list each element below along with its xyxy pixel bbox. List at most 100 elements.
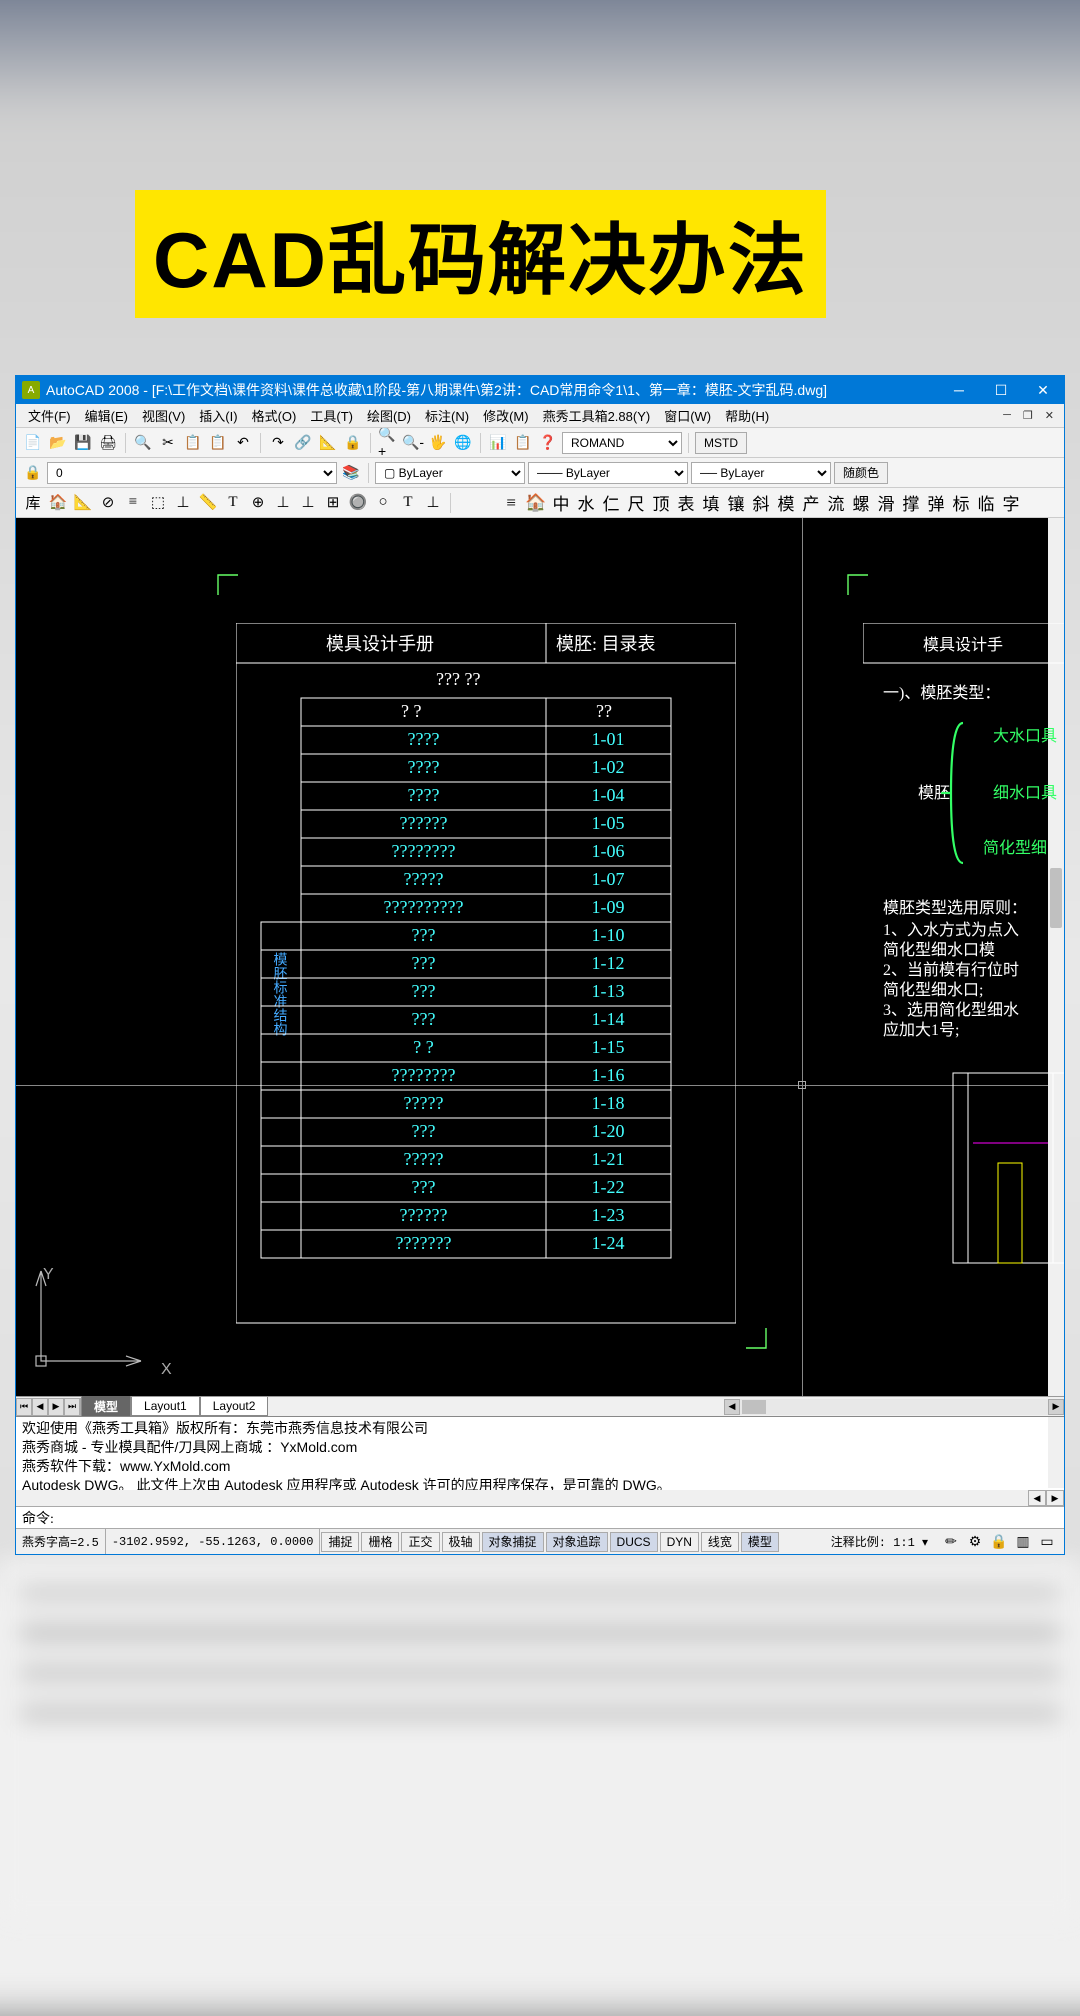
yanxiu-char-button[interactable]: 流 xyxy=(825,492,847,514)
status-toggle-DUCS[interactable]: DUCS xyxy=(610,1532,658,1552)
yanxiu-tool-icon[interactable]: ○ xyxy=(372,492,394,514)
menu-draw[interactable]: 绘图(D) xyxy=(361,404,417,427)
bycolor-button[interactable]: 随颜色 xyxy=(834,462,888,484)
toolbar-button[interactable]: 🔗 xyxy=(292,432,314,454)
yanxiu-tool-icon[interactable]: 📏 xyxy=(197,492,219,514)
lineweight-select[interactable]: ── ByLayer xyxy=(691,462,831,484)
yanxiu-tool-icon[interactable]: ⊕ xyxy=(247,492,269,514)
yanxiu-tool-icon[interactable]: ≡ xyxy=(122,492,144,514)
linetype-select[interactable]: ─── ByLayer xyxy=(528,462,688,484)
yanxiu-char-button[interactable]: 产 xyxy=(800,492,822,514)
font-select[interactable]: ROMAND xyxy=(562,432,682,454)
toolbar-button[interactable]: 🔒 xyxy=(342,432,364,454)
toolbar-button[interactable]: ↶ xyxy=(232,432,254,454)
yanxiu-char-button[interactable]: 撑 xyxy=(900,492,922,514)
yanxiu-char-button[interactable]: 仁 xyxy=(600,492,622,514)
tab-last[interactable]: ⏭ xyxy=(64,1398,80,1416)
yanxiu-tool-icon[interactable]: ⊥ xyxy=(172,492,194,514)
menu-edit[interactable]: 编辑(E) xyxy=(79,404,134,427)
status-toggle-极轴[interactable]: 极轴 xyxy=(442,1532,480,1552)
yanxiu-char-button[interactable]: 镶 xyxy=(725,492,747,514)
yanxiu-char-button[interactable]: ≡ xyxy=(500,492,522,514)
yanxiu-char-button[interactable]: 填 xyxy=(700,492,722,514)
toolbar-button[interactable]: 📐 xyxy=(317,432,339,454)
tab-model[interactable]: 模型 xyxy=(81,1396,131,1418)
yanxiu-char-button[interactable]: 螺 xyxy=(850,492,872,514)
menu-format[interactable]: 格式(O) xyxy=(246,404,303,427)
tab-prev[interactable]: ◀ xyxy=(32,1398,48,1416)
color-select[interactable]: ▢ ByLayer xyxy=(375,462,525,484)
status-toggle-对象捕捉[interactable]: 对象捕捉 xyxy=(482,1532,544,1552)
yanxiu-char-button[interactable]: 弹 xyxy=(925,492,947,514)
mstd-button[interactable]: MSTD xyxy=(695,432,747,454)
yanxiu-char-button[interactable]: 表 xyxy=(675,492,697,514)
yanxiu-char-button[interactable]: 标 xyxy=(950,492,972,514)
maximize-button[interactable]: ☐ xyxy=(980,376,1022,404)
clean-icon[interactable]: ▭ xyxy=(1038,1533,1056,1551)
status-toggle-模型[interactable]: 模型 xyxy=(741,1532,779,1552)
tray-icon[interactable]: ▥ xyxy=(1014,1533,1032,1551)
toolbar-button[interactable]: 📋 xyxy=(207,432,229,454)
tab-layout1[interactable]: Layout1 xyxy=(131,1397,200,1416)
menu-file[interactable]: 文件(F) xyxy=(22,404,77,427)
toolbar-button[interactable]: 📂 xyxy=(47,432,69,454)
toolbar-button[interactable]: ↷ xyxy=(267,432,289,454)
doc-minimize[interactable]: ─ xyxy=(999,409,1015,422)
toolbar-button[interactable]: 💾 xyxy=(72,432,94,454)
toolbar-button[interactable]: 📄 xyxy=(22,432,44,454)
close-button[interactable]: ✕ xyxy=(1022,376,1064,404)
toolbar-button[interactable]: 🔍+ xyxy=(377,432,399,454)
yanxiu-tool-icon[interactable]: ⊞ xyxy=(322,492,344,514)
yanxiu-tool-icon[interactable]: ⊥ xyxy=(272,492,294,514)
toolbar-button[interactable]: 📊 xyxy=(487,432,509,454)
yanxiu-tool-icon[interactable]: T xyxy=(222,492,244,514)
menu-yanxiu[interactable]: 燕秀工具箱2.88(Y) xyxy=(537,404,657,427)
status-toggle-对象追踪[interactable]: 对象追踪 xyxy=(546,1532,608,1552)
yanxiu-char-button[interactable]: 字 xyxy=(1000,492,1022,514)
menu-dimension[interactable]: 标注(N) xyxy=(419,404,475,427)
doc-close[interactable]: ✕ xyxy=(1041,409,1058,422)
yanxiu-tool-icon[interactable]: ⊥ xyxy=(297,492,319,514)
layer-select[interactable]: 0 xyxy=(47,462,337,484)
status-toggle-栅格[interactable]: 栅格 xyxy=(361,1532,399,1552)
drawing-canvas[interactable]: YX 模具设计手册模胚: 目录表??? ??? ???模胚标准结构????1-0… xyxy=(16,518,1064,1396)
yanxiu-char-button[interactable]: 中 xyxy=(550,492,572,514)
toolbar-button[interactable]: ✂ xyxy=(157,432,179,454)
yanxiu-tool-icon[interactable]: 🏠 xyxy=(47,492,69,514)
workspace-icon[interactable]: ⚙ xyxy=(966,1533,984,1551)
lock-icon[interactable]: 🔒 xyxy=(990,1533,1008,1551)
yanxiu-char-button[interactable]: 斜 xyxy=(750,492,772,514)
yanxiu-tool-icon[interactable]: ⬚ xyxy=(147,492,169,514)
toolbar-button[interactable]: ❓ xyxy=(537,432,559,454)
yanxiu-char-button[interactable]: 🏠 xyxy=(525,492,547,514)
yanxiu-tool-icon[interactable]: ⊥ xyxy=(422,492,444,514)
toolbar-button[interactable]: 🖐 xyxy=(427,432,449,454)
tab-first[interactable]: ⏮ xyxy=(16,1398,32,1416)
doc-restore[interactable]: ❐ xyxy=(1019,409,1037,422)
yanxiu-tool-icon[interactable]: 📐 xyxy=(72,492,94,514)
yanxiu-char-button[interactable]: 临 xyxy=(975,492,997,514)
menu-modify[interactable]: 修改(M) xyxy=(477,404,535,427)
status-toggle-线宽[interactable]: 线宽 xyxy=(701,1532,739,1552)
toolbar-button[interactable]: 🌐 xyxy=(452,432,474,454)
yanxiu-char-button[interactable]: 尺 xyxy=(625,492,647,514)
toolbar-button[interactable]: 🖨 xyxy=(97,432,119,454)
menu-window[interactable]: 窗口(W) xyxy=(658,404,717,427)
scrollbar-horizontal[interactable]: ◀▶ xyxy=(724,1399,1064,1415)
yanxiu-char-button[interactable]: 滑 xyxy=(875,492,897,514)
yanxiu-tool-icon[interactable]: 库 xyxy=(22,492,44,514)
annoscale-icon[interactable]: ✏ xyxy=(942,1533,960,1551)
minimize-button[interactable]: ─ xyxy=(938,376,980,404)
annotation-scale[interactable]: 注释比例: 1:1 ▾ xyxy=(825,1529,934,1554)
command-input[interactable]: 命令: xyxy=(16,1506,1064,1528)
toolbar-button[interactable]: 📋 xyxy=(182,432,204,454)
layer-tool-icon[interactable]: ❄ xyxy=(22,458,44,462)
tab-next[interactable]: ▶ xyxy=(48,1398,64,1416)
layer-tool-icon[interactable]: 🔒 xyxy=(22,462,44,484)
menu-view[interactable]: 视图(V) xyxy=(136,404,191,427)
tab-layout2[interactable]: Layout2 xyxy=(200,1397,269,1416)
layer-manager-icon[interactable]: 📚 xyxy=(340,462,362,484)
menu-help[interactable]: 帮助(H) xyxy=(719,404,775,427)
menu-tools[interactable]: 工具(T) xyxy=(304,404,359,427)
yanxiu-char-button[interactable]: 水 xyxy=(575,492,597,514)
